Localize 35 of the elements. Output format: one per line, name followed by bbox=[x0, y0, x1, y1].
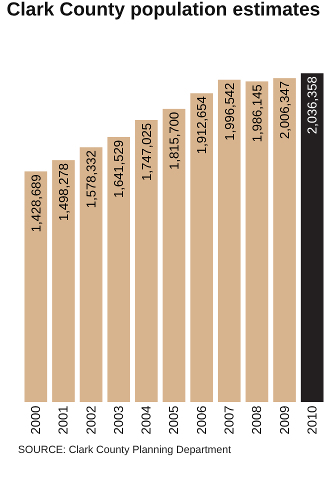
data-label: 2,036,358 bbox=[304, 76, 320, 134]
bar bbox=[107, 137, 130, 402]
data-label: 1,747,025 bbox=[138, 123, 154, 181]
data-label: 1,815,700 bbox=[166, 112, 182, 170]
x-tick-label: 2004 bbox=[138, 406, 154, 435]
bar bbox=[162, 108, 186, 402]
x-tick-label: 2010 bbox=[304, 406, 320, 435]
x-tick-label: 2005 bbox=[166, 406, 182, 435]
x-tick-label: 2008 bbox=[249, 406, 264, 435]
bar bbox=[218, 80, 241, 402]
x-tick-label: 2003 bbox=[110, 406, 126, 435]
data-label: 1,641,529 bbox=[111, 140, 126, 198]
data-label: 1,498,278 bbox=[56, 163, 71, 221]
x-tick-label: 2006 bbox=[194, 406, 209, 435]
x-tick-label: 2007 bbox=[221, 406, 236, 435]
data-label: 1,912,654 bbox=[194, 96, 210, 154]
bar bbox=[300, 73, 324, 402]
x-tick-label: 2001 bbox=[56, 406, 71, 435]
chart-title: Clark County population estimates bbox=[6, 0, 320, 21]
x-tick-label: 2002 bbox=[83, 406, 98, 435]
bar bbox=[80, 147, 102, 402]
data-label: 2,006,347 bbox=[277, 81, 292, 139]
x-tick-label: 2009 bbox=[276, 406, 292, 435]
data-label: 1,428,689 bbox=[28, 174, 44, 232]
source-note: SOURCE: Clark County Planning Department bbox=[18, 444, 232, 456]
data-label: 1,986,145 bbox=[249, 84, 264, 142]
bar bbox=[273, 78, 296, 402]
bar bbox=[24, 171, 48, 402]
bar bbox=[135, 120, 158, 402]
bar bbox=[246, 81, 268, 402]
bar bbox=[190, 93, 213, 402]
data-label: 1,578,332 bbox=[84, 150, 99, 208]
x-tick-label: 2000 bbox=[28, 406, 44, 435]
data-label: 1,996,542 bbox=[222, 82, 237, 141]
bar bbox=[52, 160, 75, 402]
